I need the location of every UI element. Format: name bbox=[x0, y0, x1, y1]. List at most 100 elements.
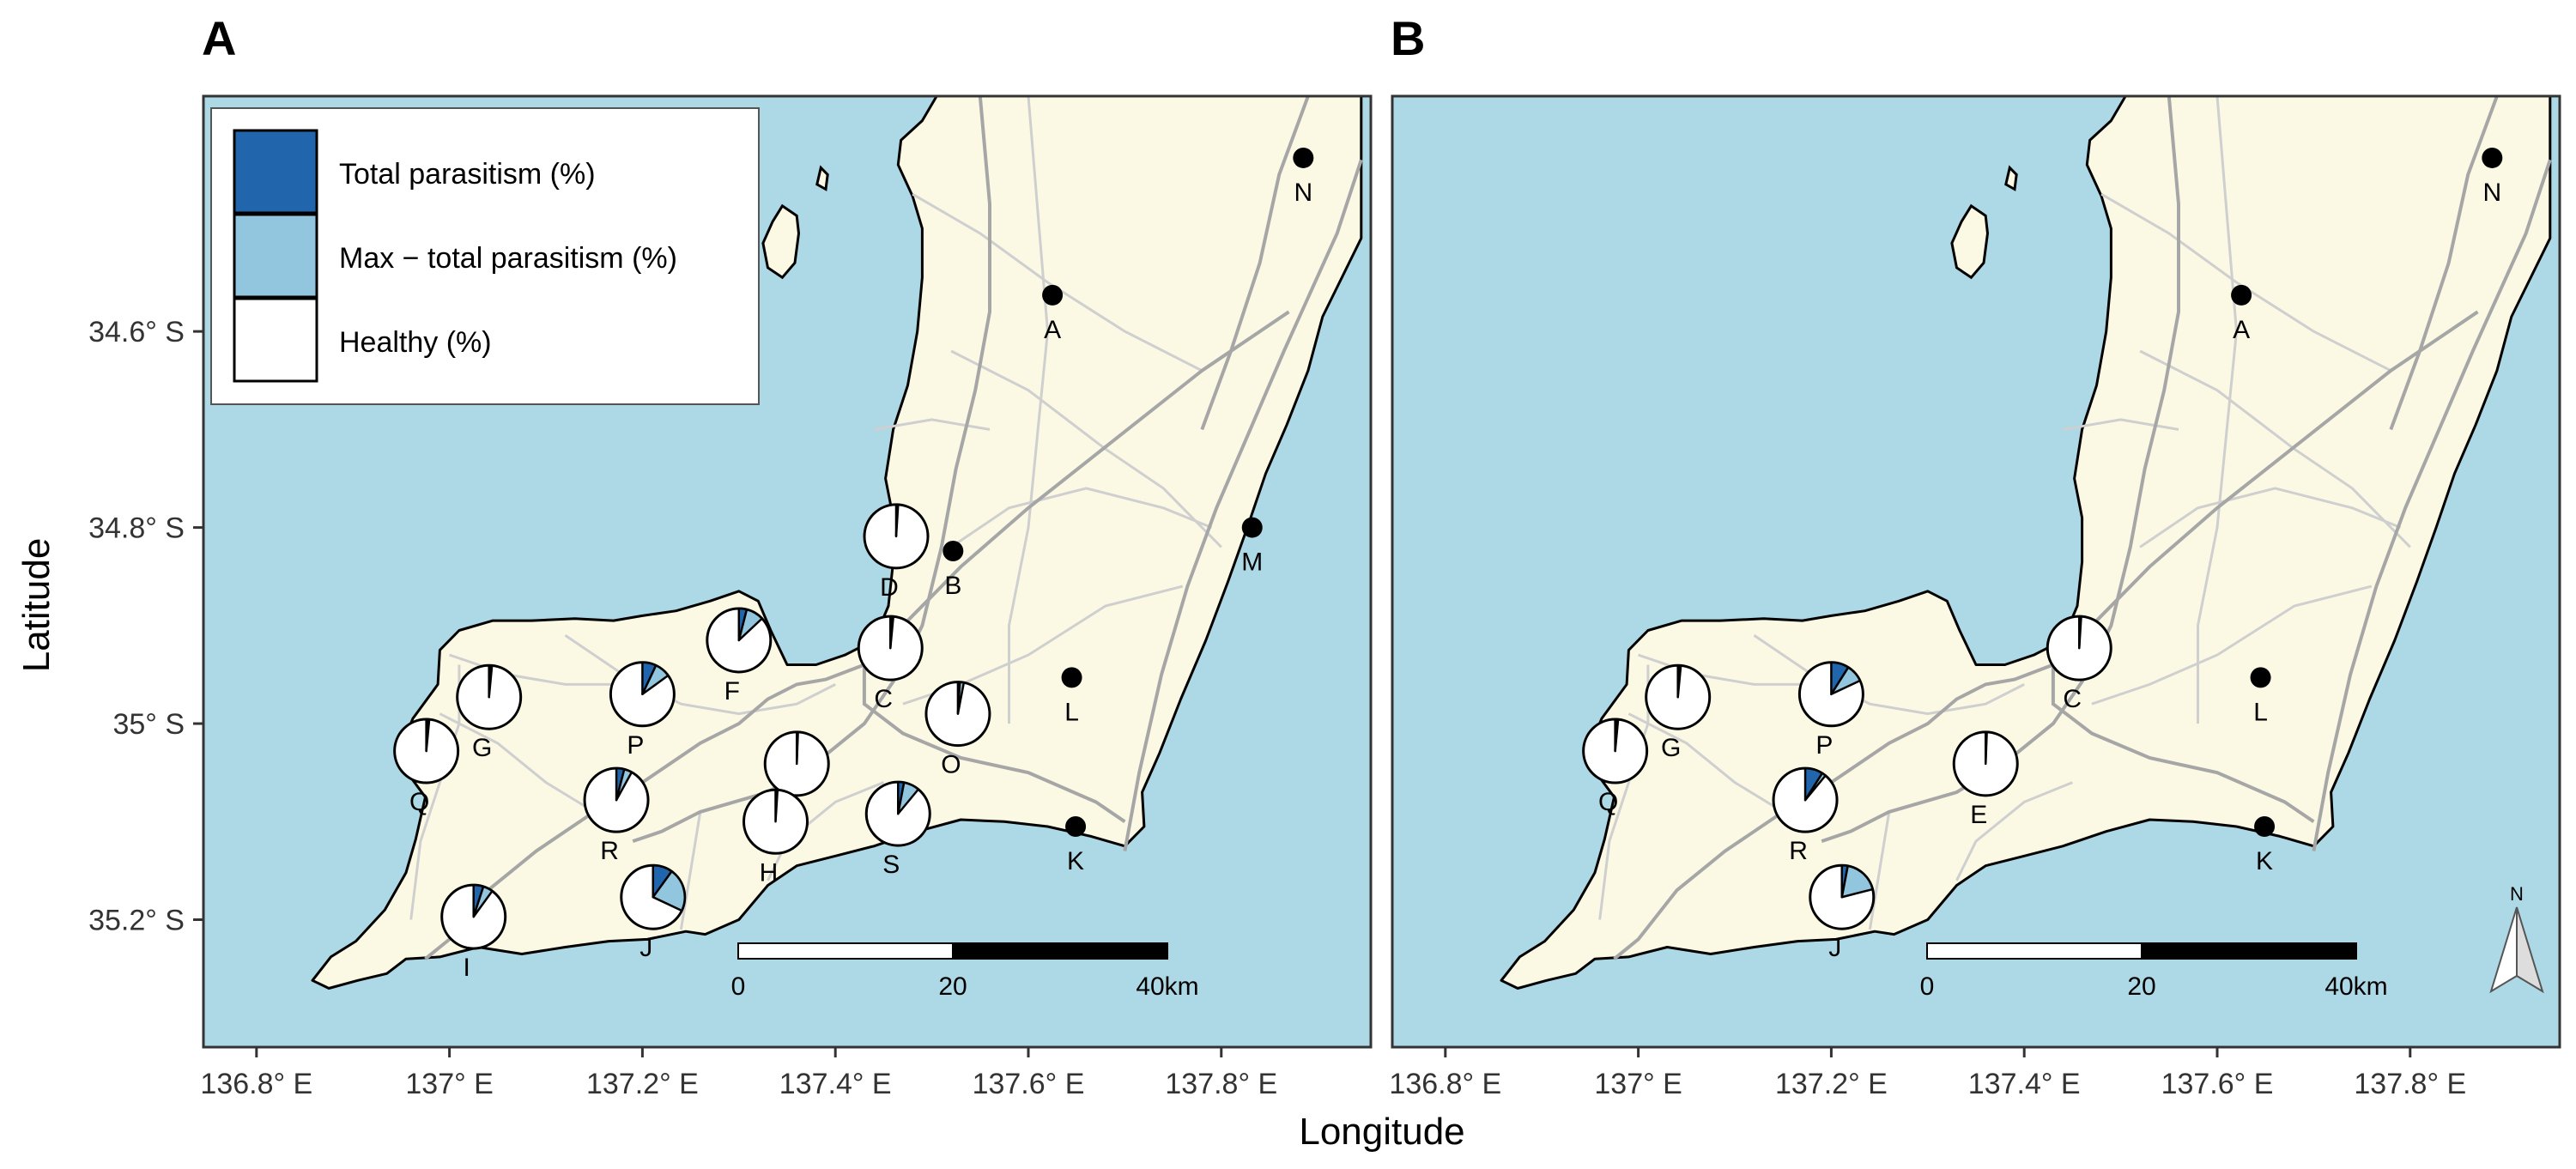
x-tick-label: 136.8° E bbox=[200, 1068, 312, 1100]
site-point bbox=[1293, 147, 1314, 168]
x-tick-label: 137.8° E bbox=[1165, 1068, 1277, 1100]
site-b: B bbox=[943, 541, 964, 600]
scale-bar-label: 0 bbox=[1920, 972, 1935, 1001]
site-label: K bbox=[1067, 847, 1084, 875]
site-label: A bbox=[2233, 316, 2250, 344]
site-point bbox=[1241, 517, 1263, 538]
x-axis-title: Longitude bbox=[1299, 1111, 1464, 1153]
major-road bbox=[1200, 96, 1310, 431]
site-label: A bbox=[1044, 316, 1061, 344]
site-point bbox=[1061, 667, 1082, 688]
minor-road bbox=[2100, 192, 2391, 373]
minor-road bbox=[950, 487, 1213, 548]
site-j: J bbox=[620, 863, 687, 962]
minor-road bbox=[1955, 781, 2073, 881]
pie-max-minus-total-slice bbox=[1676, 663, 1682, 699]
site-g: G bbox=[456, 663, 523, 762]
minor-road bbox=[449, 653, 623, 686]
legend-label-max-minus-total: Max − total parasitism (%) bbox=[339, 242, 677, 275]
minor-road bbox=[2139, 487, 2402, 548]
north-arrow-label: N bbox=[2510, 883, 2524, 905]
site-n: N bbox=[2482, 147, 2503, 207]
scale-bar-label: 20 bbox=[2127, 972, 2155, 1001]
legend: Total parasitism (%) Max − total parasit… bbox=[210, 107, 760, 405]
islet bbox=[815, 165, 829, 191]
site-l: L bbox=[1061, 667, 1082, 726]
major-road bbox=[424, 310, 1290, 960]
site-label: P bbox=[627, 731, 644, 760]
site-point bbox=[2250, 667, 2271, 688]
x-tick-label: 136.8° E bbox=[1389, 1068, 1501, 1100]
x-tick-label: 137.6° E bbox=[2161, 1068, 2274, 1100]
site-p: P bbox=[609, 661, 676, 760]
pie-max-minus-total-slice bbox=[889, 615, 894, 650]
pie-max-minus-total-slice bbox=[894, 503, 900, 538]
island bbox=[1950, 203, 1990, 280]
legend-key-healthy bbox=[233, 297, 318, 383]
site-g: G bbox=[1645, 663, 1712, 762]
major-road bbox=[2312, 159, 2552, 851]
map-layer bbox=[1500, 96, 2552, 990]
site-s: S bbox=[864, 780, 931, 879]
y-tick-label: 34.8° S bbox=[88, 512, 185, 545]
x-tick-label: 137.2° E bbox=[586, 1068, 699, 1100]
x-tick-label: 137° E bbox=[405, 1068, 493, 1100]
site-label: C bbox=[2063, 685, 2082, 713]
major-road bbox=[1123, 159, 1363, 851]
minor-road bbox=[2091, 584, 2373, 706]
pie-max-minus-total-slice bbox=[2078, 615, 2082, 650]
site-c: C bbox=[2046, 615, 2112, 713]
site-label: L bbox=[2253, 698, 2268, 726]
site-label: S bbox=[882, 851, 900, 879]
site-i: I bbox=[440, 883, 507, 982]
site-r: R bbox=[583, 766, 650, 865]
site-l: L bbox=[2250, 667, 2271, 726]
site-point bbox=[2482, 147, 2503, 168]
minor-road bbox=[2197, 96, 2239, 724]
pie-max-minus-total-slice bbox=[425, 718, 431, 753]
scale-bar-white-segment bbox=[737, 942, 954, 960]
scale-bar-black-segment bbox=[952, 942, 1168, 960]
scale-bar-label: 20 bbox=[938, 972, 967, 1001]
site-r: R bbox=[1772, 766, 1839, 865]
scale-bar-label: 0 bbox=[731, 972, 746, 1001]
pie-total-slice bbox=[774, 789, 779, 823]
panel-b: 136.8° E 137° E 137.2° E 137.4° E 137.6° E 13… bbox=[1389, 94, 2561, 1100]
x-tick-label: 137.8° E bbox=[2354, 1068, 2466, 1100]
y-axis-title: Latitude bbox=[15, 538, 58, 673]
minor-road bbox=[1753, 633, 2025, 716]
site-d: D bbox=[863, 503, 930, 602]
major-road bbox=[1613, 310, 2479, 960]
minor-road bbox=[679, 811, 702, 930]
major-road bbox=[862, 664, 1126, 823]
pie-max-minus-total-slice bbox=[488, 663, 494, 699]
site-label: C bbox=[874, 685, 893, 713]
y-tick-label: 35° S bbox=[112, 708, 185, 741]
site-label: G bbox=[1661, 734, 1681, 762]
minor-road bbox=[439, 712, 595, 814]
minor-road bbox=[2062, 418, 2179, 431]
site-c: C bbox=[857, 615, 924, 713]
pie-max-minus-total-slice bbox=[1840, 864, 1874, 899]
site-p: P bbox=[1797, 661, 1864, 760]
site-point bbox=[943, 541, 964, 562]
x-tick-label: 137.4° E bbox=[1968, 1068, 2081, 1100]
major-road bbox=[2389, 96, 2499, 431]
site-e: E bbox=[1952, 730, 2019, 829]
site-point bbox=[2254, 815, 2276, 837]
site-label: G bbox=[472, 734, 492, 762]
site-label: D bbox=[880, 573, 899, 602]
panel-label-a: A bbox=[202, 11, 236, 65]
site-label: F bbox=[724, 677, 740, 706]
scale-bar-white-segment bbox=[1926, 942, 2143, 960]
site-a: A bbox=[1042, 284, 1064, 344]
pie-max-minus-total-slice bbox=[897, 781, 920, 815]
site-label: J bbox=[1828, 934, 1841, 962]
panel-frame bbox=[202, 94, 1373, 1049]
pie-max-minus-total-slice bbox=[1803, 772, 1827, 802]
panel-frame bbox=[1391, 94, 2561, 1049]
map-layer bbox=[311, 96, 1363, 990]
scale-bar-black-segment bbox=[2141, 942, 2357, 960]
island bbox=[761, 203, 801, 280]
site-point bbox=[1065, 815, 1087, 837]
